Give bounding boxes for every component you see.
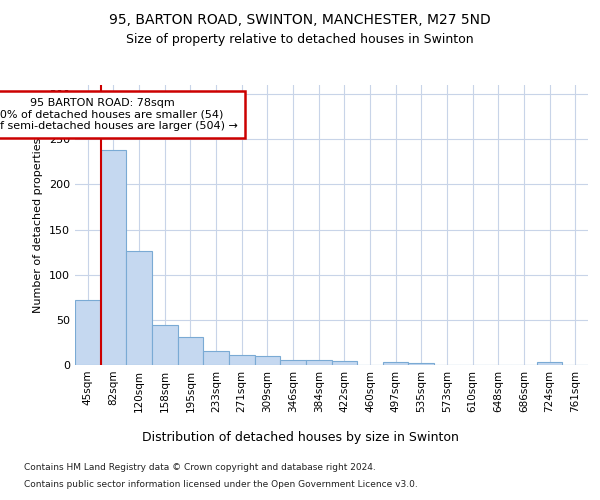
Bar xyxy=(537,362,562,365)
Text: 95, BARTON ROAD, SWINTON, MANCHESTER, M27 5ND: 95, BARTON ROAD, SWINTON, MANCHESTER, M2… xyxy=(109,12,491,26)
Text: Size of property relative to detached houses in Swinton: Size of property relative to detached ho… xyxy=(126,32,474,46)
Bar xyxy=(254,356,280,365)
Bar xyxy=(306,360,331,365)
Bar xyxy=(152,326,178,365)
Bar xyxy=(203,350,229,365)
Bar xyxy=(75,300,101,365)
Text: Contains public sector information licensed under the Open Government Licence v3: Contains public sector information licen… xyxy=(24,480,418,489)
Bar xyxy=(383,362,409,365)
Text: Contains HM Land Registry data © Crown copyright and database right 2024.: Contains HM Land Registry data © Crown c… xyxy=(24,464,376,472)
Bar xyxy=(280,360,306,365)
Bar xyxy=(331,362,357,365)
Bar xyxy=(127,251,152,365)
Bar xyxy=(229,355,254,365)
Text: Distribution of detached houses by size in Swinton: Distribution of detached houses by size … xyxy=(142,431,458,444)
Text: 95 BARTON ROAD: 78sqm
← 10% of detached houses are smaller (54)
90% of semi-deta: 95 BARTON ROAD: 78sqm ← 10% of detached … xyxy=(0,98,238,131)
Bar xyxy=(409,363,434,365)
Bar xyxy=(178,337,203,365)
Y-axis label: Number of detached properties: Number of detached properties xyxy=(34,138,43,312)
Bar xyxy=(101,150,127,365)
